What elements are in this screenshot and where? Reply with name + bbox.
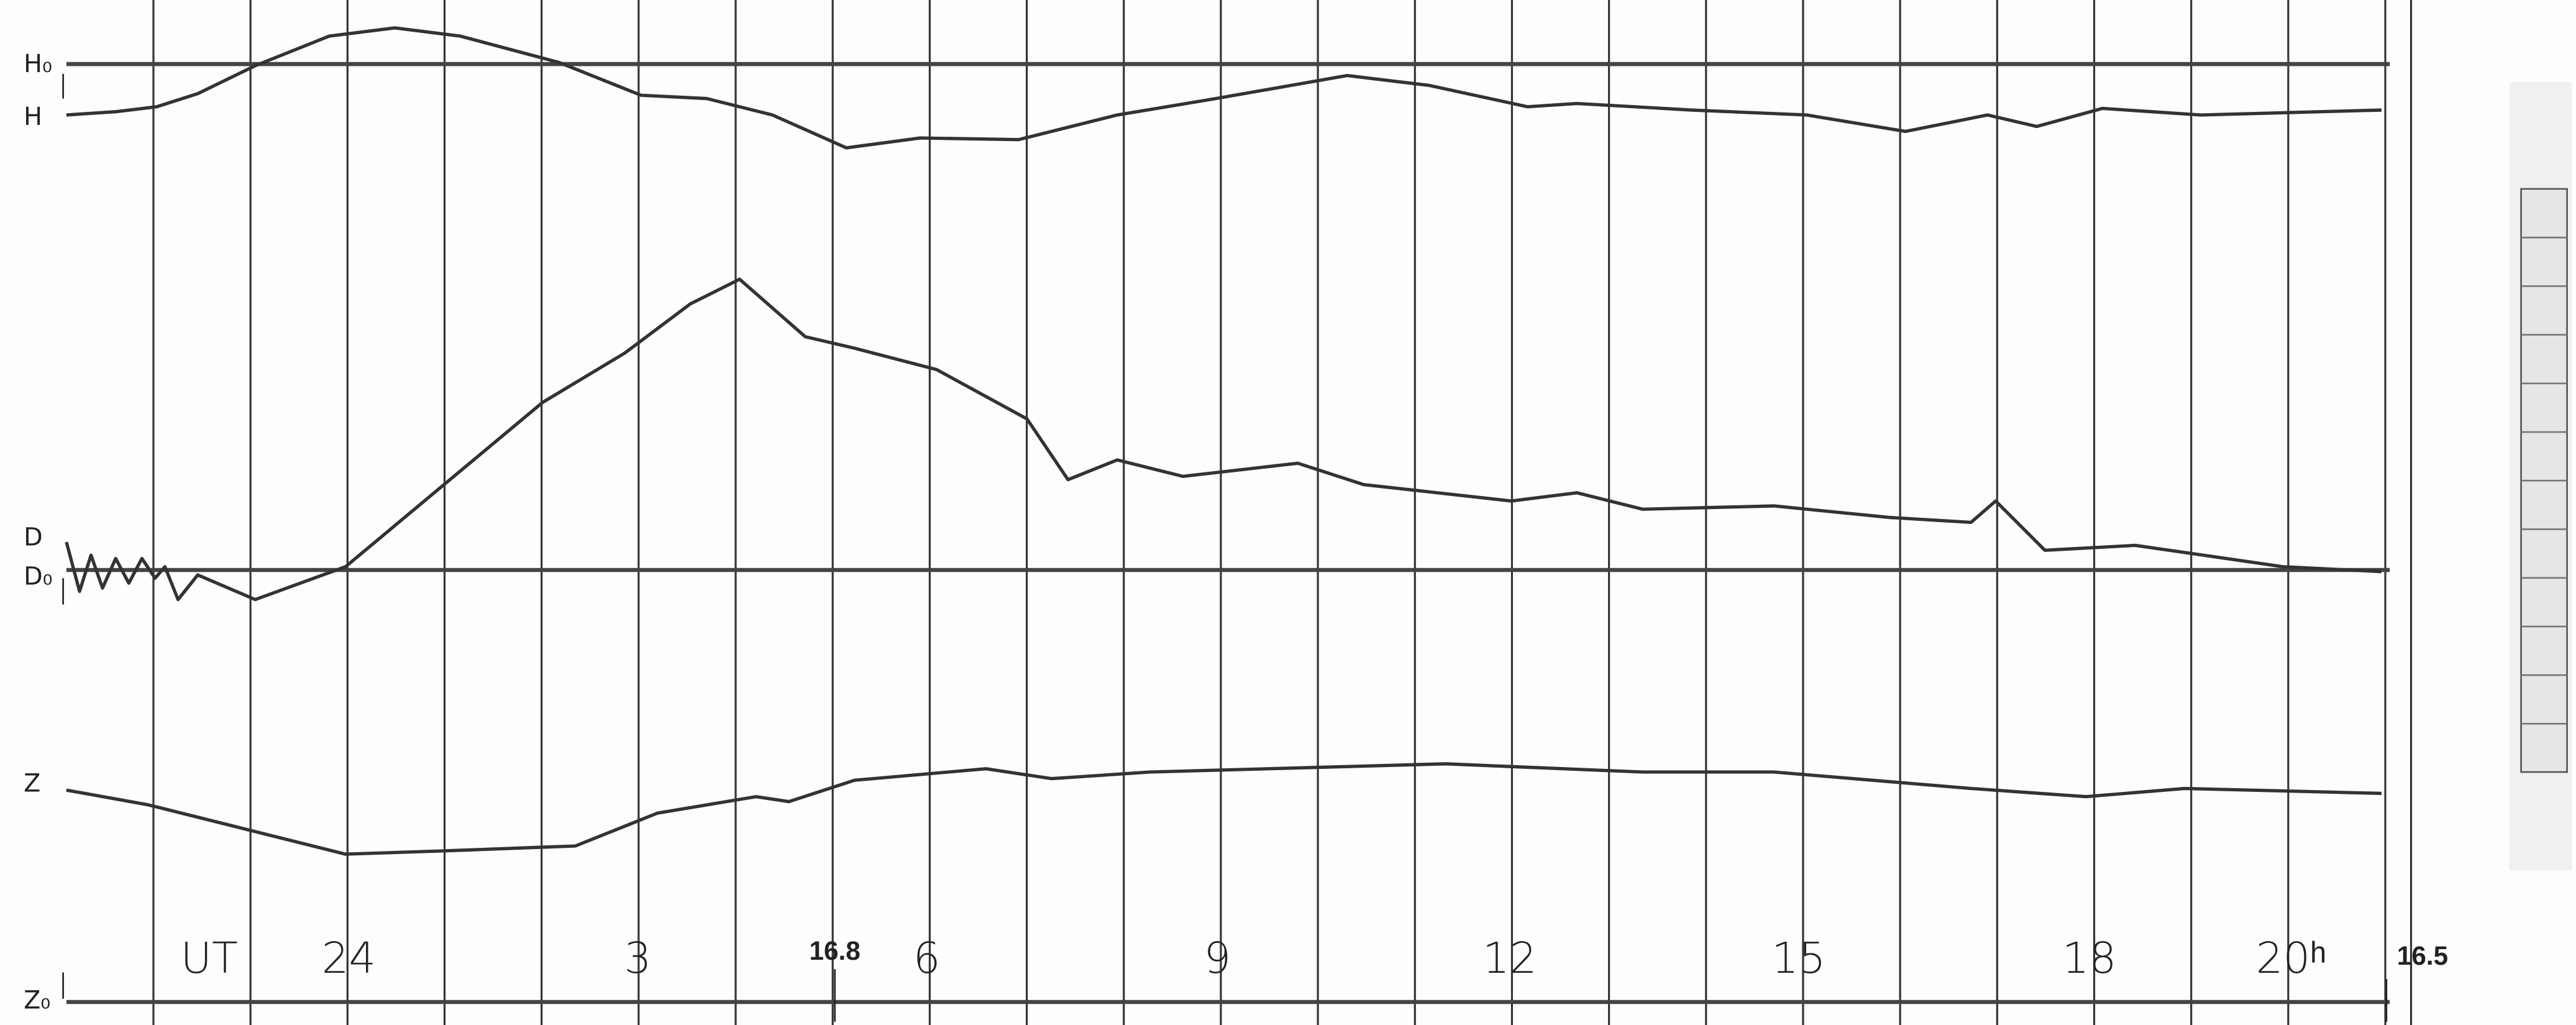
marker-label: 16.5 [2397, 941, 2448, 970]
hour-label: 12 [1482, 934, 1537, 983]
h-label: H [24, 103, 42, 131]
ut-label: UT [181, 934, 238, 983]
strip-cells [2521, 236, 2567, 725]
hour-label: 9 [1204, 934, 1231, 983]
hour-labels: 24 3 6 9 12 15 18 20ʰ [322, 934, 2327, 983]
scale-strip [2510, 82, 2572, 871]
z-label: Z [24, 770, 40, 798]
d-trace [65, 277, 2382, 602]
z0-label: Z₀ [24, 986, 50, 1015]
hour-label: 6 [913, 934, 941, 983]
hour-label: 18 [2062, 934, 2116, 983]
hour-label: 20ʰ [2256, 934, 2327, 983]
z-trace [66, 762, 2382, 856]
h-trace [66, 26, 2382, 150]
marker-label: 16.8 [810, 936, 861, 965]
hour-grid [152, 0, 2386, 1025]
hour-label: 3 [624, 934, 652, 983]
hour-label: 24 [322, 934, 376, 983]
hour-label: 15 [1771, 934, 1825, 983]
d-label: D [24, 523, 43, 551]
h0-label: H₀ [24, 50, 52, 78]
d0-label: D₀ [24, 563, 52, 591]
